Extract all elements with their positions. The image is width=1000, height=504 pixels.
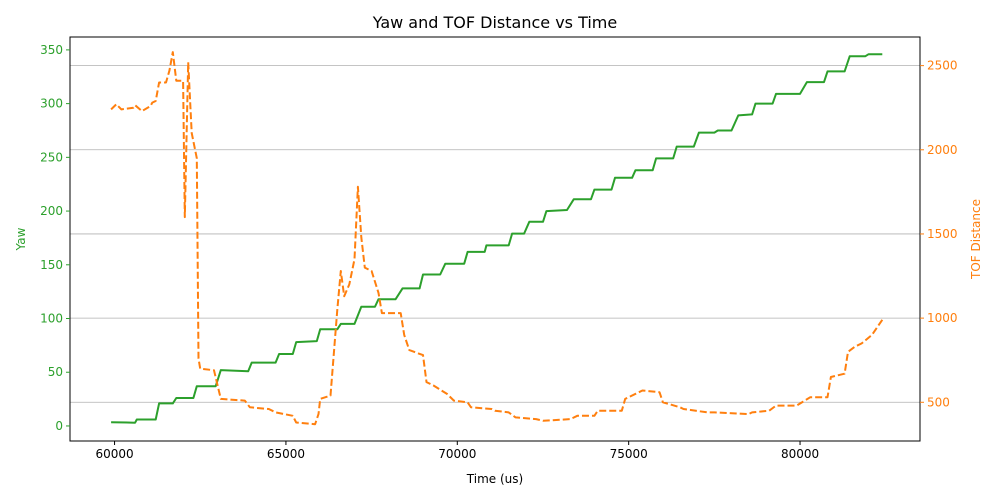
y-left-tick-label: 200 — [40, 204, 63, 218]
y-left-tick-label: 350 — [40, 43, 63, 57]
chart-title: Yaw and TOF Distance vs Time — [372, 13, 617, 32]
y-left-tick-label: 300 — [40, 97, 63, 111]
y-left-tick-label: 150 — [40, 258, 63, 272]
y-right-tick-label: 2500 — [927, 59, 958, 73]
y-right-tick-label: 500 — [927, 395, 950, 409]
y-left-tick-label: 250 — [40, 150, 63, 164]
y-axis-left: 0 50 100 150 200 250 300 350 — [40, 43, 70, 433]
plot-frame — [69, 36, 921, 442]
y-axis-left-label: Yaw — [14, 227, 28, 251]
gridlines — [70, 65, 920, 403]
x-axis-label: Time (us) — [466, 472, 523, 486]
x-tick-label: 60000 — [95, 447, 133, 461]
y-left-tick-label: 100 — [40, 312, 63, 326]
x-tick-label: 80000 — [781, 447, 819, 461]
y-left-tick-label: 0 — [55, 419, 63, 433]
x-axis: 60000 65000 70000 75000 80000 — [95, 441, 819, 461]
yaw-series-line — [111, 53, 883, 424]
y-right-tick-label: 1500 — [927, 227, 958, 241]
y-right-tick-label: 1000 — [927, 311, 958, 325]
x-tick-label: 65000 — [267, 447, 305, 461]
y-left-tick-label: 50 — [48, 365, 63, 379]
x-tick-label: 75000 — [610, 447, 648, 461]
x-tick-label: 70000 — [438, 447, 476, 461]
series-layer — [110, 51, 884, 426]
y-right-tick-label: 2000 — [927, 143, 958, 157]
y-axis-right-label: TOF Distance — [969, 199, 983, 280]
tof-distance-series-line — [110, 51, 884, 426]
y-axis-right: 500 1000 1500 2000 2500 — [920, 59, 958, 409]
